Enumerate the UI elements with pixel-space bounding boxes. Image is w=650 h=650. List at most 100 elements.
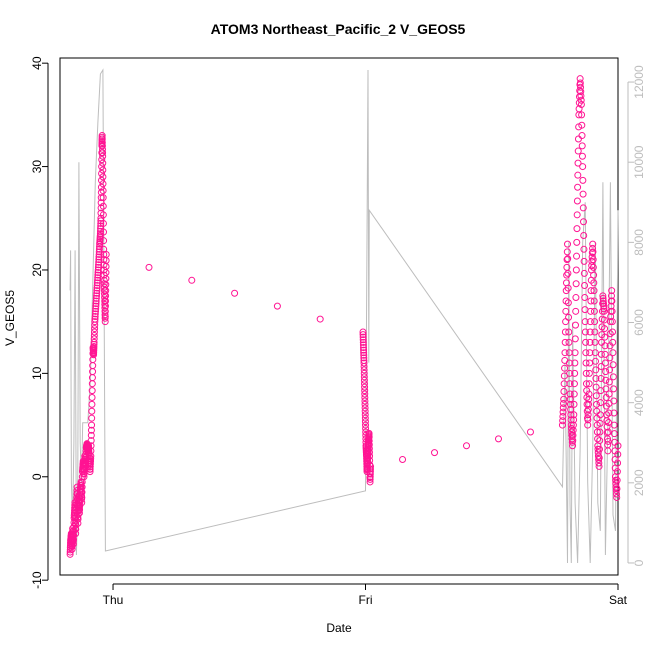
data-point (91, 310, 99, 318)
data-point (573, 197, 581, 205)
data-point (93, 279, 101, 287)
data-point (612, 480, 620, 488)
data-point (99, 145, 107, 153)
data-point (563, 256, 571, 264)
data-point (366, 475, 374, 483)
data-point (614, 450, 622, 458)
data-point (566, 380, 574, 388)
data-point (87, 447, 95, 455)
data-point (591, 349, 599, 357)
data-point (360, 376, 368, 384)
data-point (570, 400, 578, 408)
data-point (92, 307, 100, 315)
data-point (608, 307, 616, 315)
data-point (597, 399, 605, 407)
data-point (581, 306, 589, 314)
data-point (361, 404, 369, 412)
data-point (613, 490, 621, 498)
data-point (596, 437, 604, 445)
data-point (609, 338, 617, 346)
data-point (585, 395, 593, 403)
data-point (87, 437, 95, 445)
data-point (360, 349, 368, 357)
data-point (604, 428, 612, 436)
data-point (600, 305, 608, 313)
data-point (74, 519, 82, 527)
data-point (145, 263, 153, 271)
data-point (583, 407, 591, 415)
data-point (582, 338, 590, 346)
y-tick-label: 10 (30, 366, 44, 380)
data-point (102, 250, 110, 258)
data-point (361, 387, 369, 395)
data-point (597, 350, 605, 358)
right-axis-line-series (69, 68, 619, 564)
data-point (605, 418, 613, 426)
data-point (561, 338, 569, 346)
data-point (571, 369, 579, 377)
data-point (92, 302, 100, 310)
data-point (564, 240, 572, 248)
data-point (78, 483, 86, 491)
data-point (565, 313, 573, 321)
data-point (601, 342, 609, 350)
data-point (87, 426, 95, 434)
data-point (99, 149, 107, 157)
data-point (573, 252, 581, 260)
data-point (602, 368, 610, 376)
data-point (605, 378, 613, 386)
y-tick-label: 30 (30, 160, 44, 174)
data-point (97, 194, 105, 202)
data-point (91, 315, 99, 323)
data-point (565, 338, 573, 346)
data-point (560, 400, 568, 408)
data-point (589, 248, 597, 256)
data-point (578, 142, 586, 150)
data-point (98, 135, 106, 143)
data-point (98, 138, 106, 146)
data-point (360, 369, 368, 377)
data-point (90, 331, 98, 339)
data-point (613, 468, 621, 476)
data-point (92, 297, 100, 305)
data-point (579, 218, 587, 226)
data-point (580, 245, 588, 253)
data-point (610, 421, 618, 429)
data-point (559, 417, 567, 425)
data-point (88, 414, 96, 422)
data-point (569, 431, 577, 439)
data-point (88, 393, 96, 401)
y-tick-label: -10 (30, 571, 44, 589)
data-point (362, 425, 370, 433)
data-point (610, 397, 618, 405)
data-point (587, 287, 595, 295)
data-point (596, 411, 604, 419)
data-point (99, 152, 107, 160)
data-point (273, 302, 281, 310)
data-point (589, 256, 597, 264)
data-point (608, 318, 616, 326)
y-tick-label: 40 (30, 56, 44, 70)
data-point (78, 493, 86, 501)
y-right-tick-label: 0 (632, 559, 646, 566)
data-point (101, 290, 109, 298)
data-point (581, 294, 589, 302)
data-point (569, 437, 577, 445)
data-point (564, 284, 572, 292)
y-tick-label: 20 (30, 263, 44, 277)
data-point (231, 289, 239, 297)
data-point (570, 416, 578, 424)
x-axis: Thu Fri Sat (103, 583, 628, 607)
data-point (581, 318, 589, 326)
plot-frame (59, 57, 619, 576)
data-point (564, 299, 572, 307)
x-tick-label: Thu (103, 593, 124, 607)
data-point (564, 255, 572, 263)
data-point (572, 294, 580, 302)
data-point (563, 248, 571, 256)
data-point (566, 390, 574, 398)
data-point (581, 281, 589, 289)
data-point (563, 271, 571, 279)
data-point (566, 400, 574, 408)
data-point (576, 75, 584, 83)
